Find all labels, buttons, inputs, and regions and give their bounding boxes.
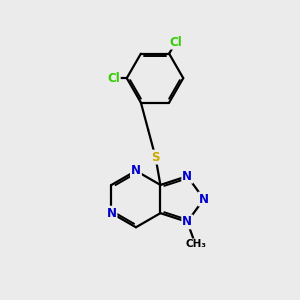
Text: N: N [182,170,192,183]
Text: N: N [182,215,192,228]
Text: S: S [151,151,160,164]
Text: CH₃: CH₃ [186,239,207,249]
Text: N: N [131,164,141,177]
Text: Cl: Cl [107,72,120,85]
Text: Cl: Cl [169,36,182,49]
Text: N: N [106,207,116,220]
Text: N: N [199,193,209,206]
